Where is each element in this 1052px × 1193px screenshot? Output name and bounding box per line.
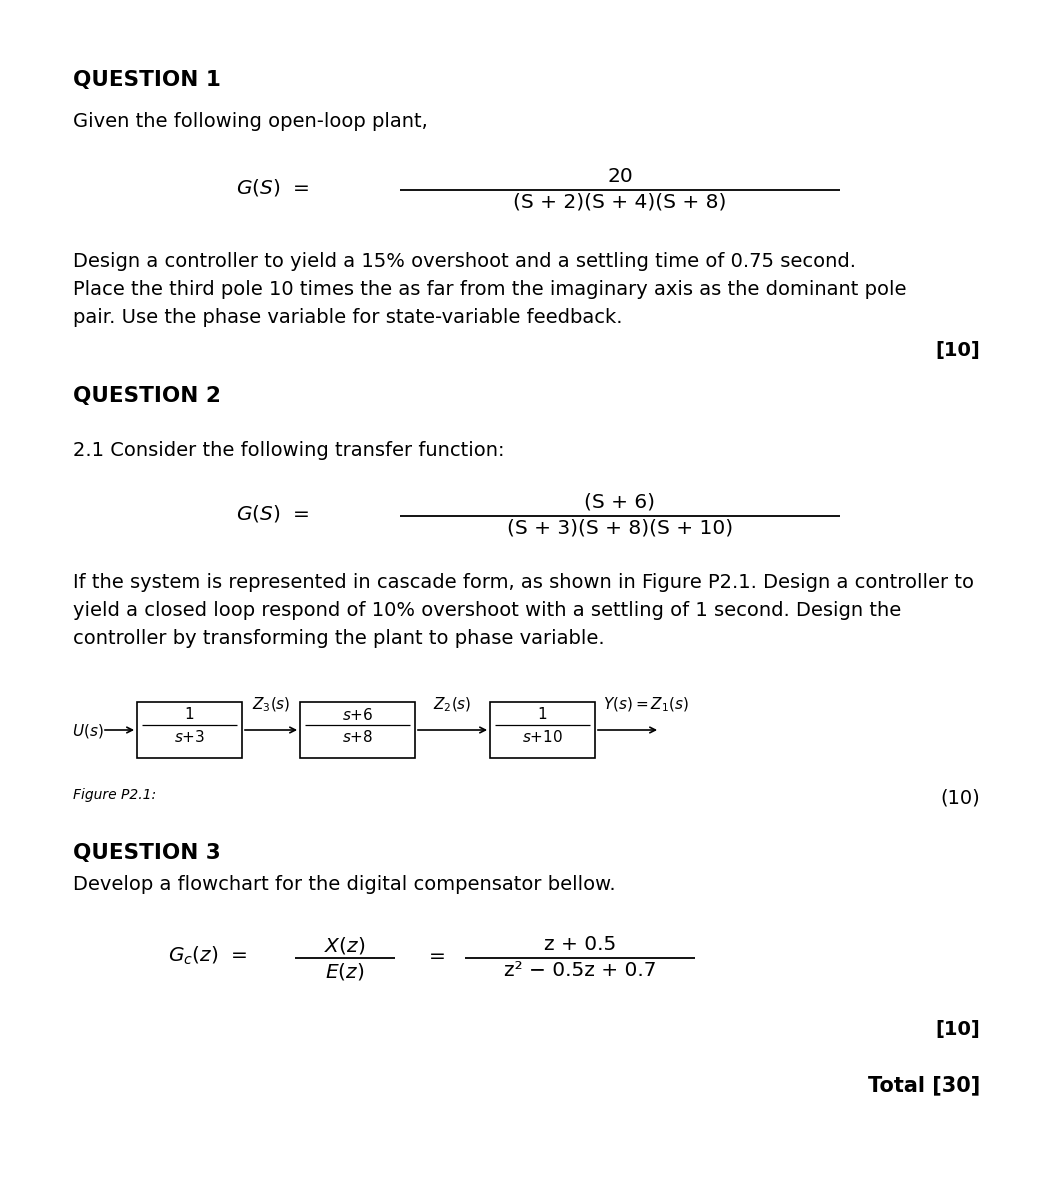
Text: $\it{Y(s) = Z_1(s)}$: $\it{Y(s) = Z_1(s)}$ <box>603 696 689 715</box>
Text: 2.1 Consider the following transfer function:: 2.1 Consider the following transfer func… <box>73 441 505 460</box>
Text: $\it{X(z)}$: $\it{X(z)}$ <box>324 935 366 956</box>
Text: 20: 20 <box>607 167 633 186</box>
Text: $\it{G(S)}$  =: $\it{G(S)}$ = <box>237 503 310 524</box>
Text: $\it{E(z)}$: $\it{E(z)}$ <box>325 962 365 982</box>
Text: pair. Use the phase variable for state-variable feedback.: pair. Use the phase variable for state-v… <box>73 308 623 327</box>
Text: $\it{G(S)}$  =: $\it{G(S)}$ = <box>237 177 310 198</box>
Text: (S + 2)(S + 4)(S + 8): (S + 2)(S + 4)(S + 8) <box>513 193 727 212</box>
Text: controller by transforming the plant to phase variable.: controller by transforming the plant to … <box>73 629 605 648</box>
Text: $\it{U(s)}$: $\it{U(s)}$ <box>73 722 104 740</box>
Text: $\it{Z_3(s)}$: $\it{Z_3(s)}$ <box>251 696 290 715</box>
Bar <box>490 701 595 758</box>
Text: yield a closed loop respond of 10% overshoot with a settling of 1 second. Design: yield a closed loop respond of 10% overs… <box>73 601 902 620</box>
Text: (S + 3)(S + 8)(S + 10): (S + 3)(S + 8)(S + 10) <box>507 519 733 538</box>
Text: $\it{s}$+6: $\it{s}$+6 <box>342 707 373 723</box>
Text: (S + 6): (S + 6) <box>585 493 655 512</box>
Text: $\it{s}$+3: $\it{s}$+3 <box>174 729 205 744</box>
Text: Given the following open-loop plant,: Given the following open-loop plant, <box>73 112 428 131</box>
Text: Place the third pole 10 times the as far from the imaginary axis as the dominant: Place the third pole 10 times the as far… <box>73 280 907 299</box>
Text: If the system is represented in cascade form, as shown in Figure P2.1. Design a : If the system is represented in cascade … <box>73 573 974 592</box>
Text: QUESTION 2: QUESTION 2 <box>73 387 221 406</box>
Text: $\it{Z_2(s)}$: $\it{Z_2(s)}$ <box>433 696 471 715</box>
Text: z² − 0.5z + 0.7: z² − 0.5z + 0.7 <box>504 962 656 979</box>
Text: QUESTION 3: QUESTION 3 <box>73 843 221 863</box>
Text: 1: 1 <box>185 707 195 722</box>
Text: $\it{s}$+10: $\it{s}$+10 <box>522 729 563 744</box>
Text: z + 0.5: z + 0.5 <box>544 935 616 954</box>
Text: $\it{G_c(z)}$  =: $\it{G_c(z)}$ = <box>168 945 248 968</box>
Text: Design a controller to yield a 15% overshoot and a settling time of 0.75 second.: Design a controller to yield a 15% overs… <box>73 252 856 271</box>
Text: [10]: [10] <box>935 1020 980 1039</box>
Bar <box>300 701 414 758</box>
Text: 1: 1 <box>538 707 547 722</box>
Text: [10]: [10] <box>935 341 980 360</box>
Text: $\it{s}$+8: $\it{s}$+8 <box>342 729 373 744</box>
Text: (10): (10) <box>940 789 980 806</box>
Text: Figure P2.1:: Figure P2.1: <box>73 789 156 802</box>
Text: QUESTION 1: QUESTION 1 <box>73 70 221 89</box>
Text: Develop a flowchart for the digital compensator bellow.: Develop a flowchart for the digital comp… <box>73 874 615 894</box>
Bar <box>137 701 242 758</box>
Text: Total [30]: Total [30] <box>868 1075 980 1095</box>
Text: $=$: $=$ <box>425 945 445 964</box>
